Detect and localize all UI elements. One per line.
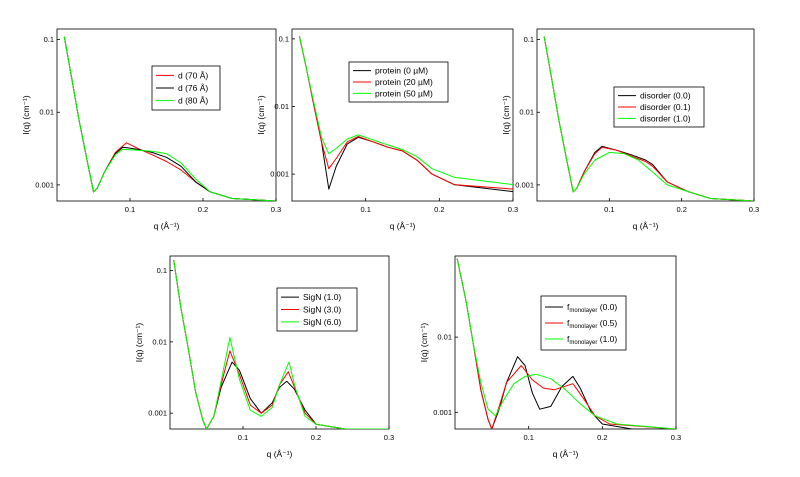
- x-tick-label: 0.2: [597, 433, 607, 442]
- x-tick-label: 0.3: [508, 205, 518, 214]
- plot-frame: [169, 255, 390, 430]
- legend-label-1: d (70 Å): [178, 70, 208, 80]
- y-tick-label: 0.001: [35, 180, 54, 189]
- x-tick-label: 0.1: [523, 433, 533, 442]
- y-tick-label: 0.1: [279, 34, 289, 43]
- x-axis-label: q (Å⁻¹): [154, 221, 180, 231]
- series-line-1: [173, 260, 389, 429]
- x-tick-label: 0.3: [271, 205, 281, 214]
- y-axis-label: I(q) (cm⁻¹): [419, 323, 429, 363]
- legend-label-2: disorder (0.1): [640, 102, 691, 112]
- x-tick-label: 0.2: [676, 205, 686, 214]
- x-axis-label: q (Å⁻¹): [553, 449, 579, 459]
- x-axis-label: q (Å⁻¹): [633, 221, 659, 231]
- series-line-2: [456, 258, 676, 429]
- y-axis-label: I(q) (cm⁻¹): [256, 95, 266, 135]
- series-line-3: [173, 260, 389, 429]
- legend-label-2: d (76 Å): [178, 83, 208, 93]
- chart-panel-1: 0.1 0.2 0.3 0.1 0.01 0.001 q (Å⁻¹) I(q) (cm⁻¹) d…: [21, 28, 281, 231]
- x-tick-label: 0.2: [311, 433, 321, 442]
- plot-frame: [56, 28, 277, 202]
- legend: d (70 Å) d (76 Å) d (80 Å): [151, 65, 221, 111]
- legend-label-3: d (80 Å): [178, 96, 208, 106]
- series-group: [173, 260, 389, 429]
- legend: protein (0 µM)protein (20 µM)protein (50…: [348, 61, 449, 103]
- x-tick-label: 0.1: [360, 205, 370, 214]
- y-tick-label: 0.01: [152, 337, 167, 346]
- plot-frame: [291, 28, 514, 202]
- x-axis-label: q (Å⁻¹): [390, 221, 416, 231]
- x-tick-label: 0.3: [749, 205, 759, 214]
- y-axis-label: I(q) (cm⁻¹): [21, 95, 31, 135]
- y-tick-label: 0.001: [148, 409, 167, 418]
- series-line-3: [543, 36, 754, 201]
- legend-label-3: protein (50 µM): [375, 88, 433, 98]
- plot-frame: [536, 28, 755, 202]
- x-tick-label: 0.1: [238, 433, 248, 442]
- legend: SigN (1.0) SigN (3.0) SigN (6.0): [276, 287, 358, 332]
- series-group: [543, 36, 754, 201]
- legend-label-2: protein (20 µM): [375, 77, 433, 87]
- series-line-3: [456, 258, 676, 429]
- y-tick-label: 0.01: [437, 333, 452, 342]
- x-tick-label: 0.3: [671, 433, 681, 442]
- legend-label-1: fmonolayer (0.0): [567, 302, 617, 314]
- y-tick-label: 0.1: [157, 266, 167, 275]
- legend-label-1: protein (0 µM): [375, 66, 428, 76]
- legend-label-3: disorder (1.0): [640, 113, 691, 123]
- x-tick-label: 0.2: [434, 205, 444, 214]
- series-line-3: [298, 35, 513, 186]
- series-group: [456, 258, 676, 429]
- legend-label-3: SigN (6.0): [303, 317, 341, 327]
- chart-panel-5: 0.1 0.2 0.3 0.01 0.001 q (Å⁻¹) I(q) (cm⁻¹) fmon…: [419, 255, 681, 459]
- y-tick-label: 0.01: [39, 108, 54, 117]
- legend-label-2: SigN (3.0): [303, 305, 341, 315]
- legend-label-2: fmonolayer (0.5): [567, 318, 617, 330]
- legend: fmonolayer (0.0) fmonolayer (0.5) fmonolay…: [540, 295, 627, 351]
- chart-panel-4: 0.1 0.2 0.3 0.1 0.01 0.001 q (Å⁻¹) I(q) (cm⁻¹) S…: [134, 255, 394, 459]
- chart-panel-2: 0.1 0.2 0.3 0.1 0.01 0.001 q (Å⁻¹) I(q) (cm⁻¹) p…: [256, 28, 518, 231]
- series-line-1: [298, 35, 513, 193]
- series-group: [298, 35, 513, 193]
- y-tick-label: 0.1: [44, 35, 54, 44]
- y-tick-label: 0.001: [433, 408, 452, 417]
- x-tick-label: 0.1: [604, 205, 614, 214]
- legend-label-1: SigN (1.0): [303, 292, 341, 302]
- plot-frame: [454, 255, 677, 430]
- x-axis-label: q (Å⁻¹): [267, 449, 293, 459]
- legend: disorder (0.0)disorder (0.1)disorder (1.…: [613, 86, 705, 128]
- y-axis-label: I(q) (cm⁻¹): [501, 95, 511, 135]
- x-tick-label: 0.1: [125, 205, 135, 214]
- y-tick-label: 0.01: [274, 102, 289, 111]
- legend-label-3: fmonolayer (1.0): [567, 334, 617, 346]
- series-line-1: [63, 36, 276, 201]
- chart-panel-3: 0.1 0.2 0.3 0.1 0.01 0.001 q (Å⁻¹) I(q) (cm⁻¹) d…: [501, 28, 759, 231]
- y-axis-label: I(q) (cm⁻¹): [134, 323, 144, 363]
- x-tick-label: 0.2: [198, 205, 208, 214]
- series-line-2: [173, 260, 389, 429]
- legend-label-1: disorder (0.0): [640, 91, 691, 101]
- x-tick-label: 0.3: [384, 433, 394, 442]
- series-group: [63, 36, 276, 201]
- y-tick-label: 0.001: [270, 170, 289, 179]
- y-tick-label: 0.01: [519, 108, 534, 117]
- y-tick-label: 0.1: [524, 35, 534, 44]
- series-line-3: [63, 36, 276, 201]
- y-tick-label: 0.001: [515, 180, 534, 189]
- series-line-2: [298, 35, 513, 190]
- series-line-2: [63, 36, 276, 201]
